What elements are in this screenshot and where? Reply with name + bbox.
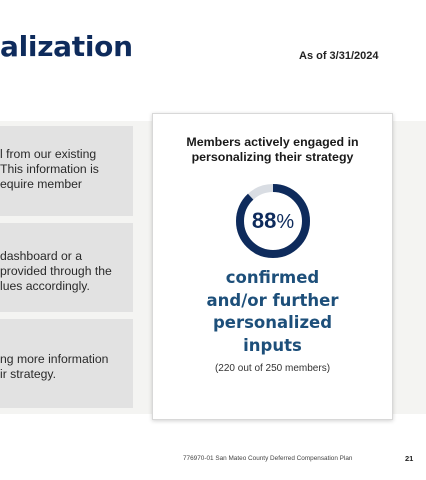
- description-line: confirmed: [225, 268, 320, 287]
- info-box-2: dashboard or a provided through the lues…: [0, 223, 133, 312]
- info-box-line: ir strategy.: [0, 367, 56, 381]
- card-title-line: personalizing their strategy: [191, 150, 354, 164]
- info-box-line: lues accordingly.: [0, 279, 90, 293]
- info-box-line: provided through the: [0, 264, 112, 278]
- footer-text: 776970-01 San Mateo County Deferred Comp…: [183, 455, 353, 462]
- description-line: and/or further: [206, 290, 339, 310]
- donut-progress: [236, 184, 310, 258]
- info-box-line: l from our existing: [0, 147, 97, 161]
- description-line: inputs: [243, 335, 302, 355]
- info-box-line: dashboard or a: [0, 249, 82, 263]
- info-box-line: equire member: [0, 177, 82, 191]
- page-number: 21: [405, 454, 414, 463]
- card-title-line: Members actively engaged in: [186, 135, 359, 149]
- page-title: alization: [0, 30, 133, 63]
- as-of-date: As of 3/31/2024: [299, 50, 379, 62]
- percent-value: 88: [251, 208, 277, 233]
- info-box-line: This information is: [0, 162, 99, 176]
- donut-chart: [236, 184, 310, 258]
- description-line: personalized: [212, 313, 333, 332]
- engagement-card: Members actively engaged in personalizin…: [152, 113, 393, 420]
- info-box-1: l from our existing This information is …: [0, 126, 133, 216]
- card-title: Members actively engaged in personalizin…: [153, 135, 392, 165]
- donut-percent: 88%: [235, 208, 311, 235]
- percent-symbol: %: [276, 211, 295, 233]
- engagement-description: confirmed and/or further personalized in…: [153, 267, 392, 357]
- member-count-note: (220 out of 250 members): [214, 363, 331, 374]
- info-box-3: ng more information ir strategy.: [0, 319, 133, 408]
- info-box-line: ng more information: [0, 352, 109, 366]
